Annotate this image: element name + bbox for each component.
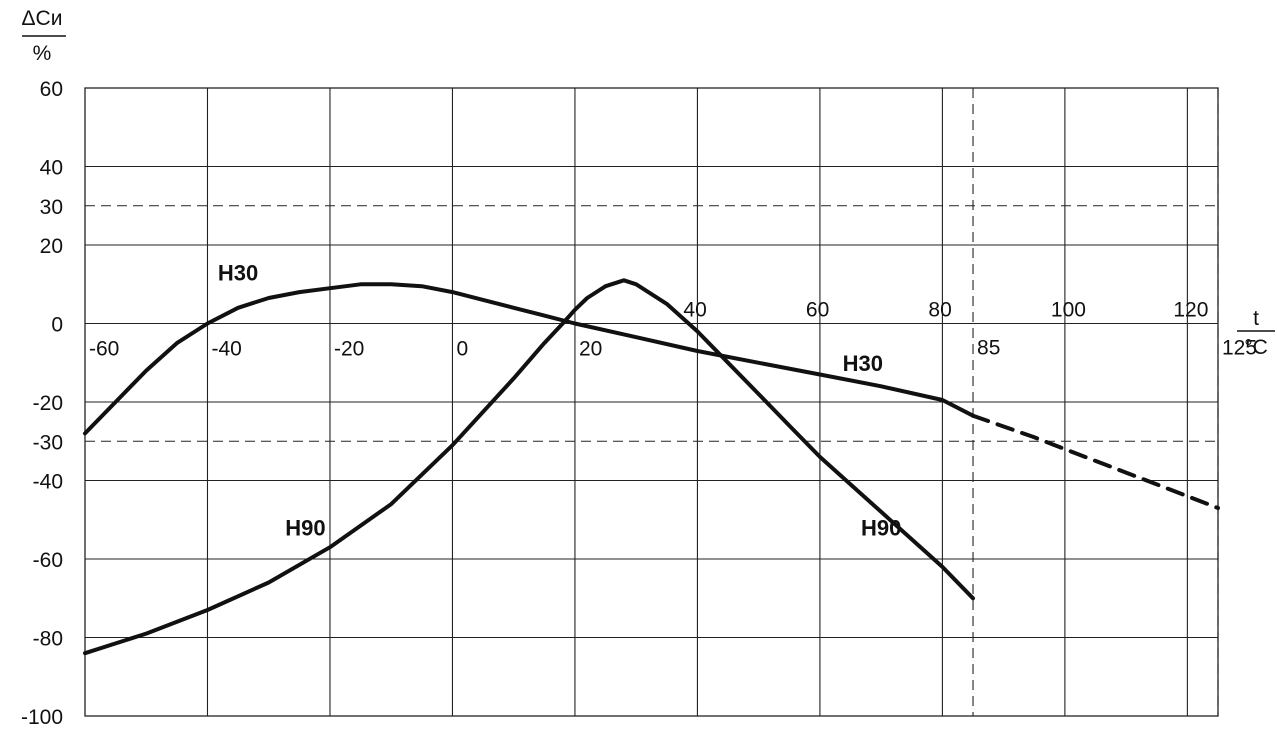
grid xyxy=(84,87,1219,717)
x-tick-label: 20 xyxy=(579,338,602,361)
y-tick-label: -100 xyxy=(21,706,63,729)
series-line-h30-dashed xyxy=(971,413,1220,510)
x-tick-label: 125 xyxy=(1222,337,1257,360)
x-tick-label: 85 xyxy=(977,337,1000,360)
x-tick-label: 0 xyxy=(456,338,468,361)
x-tick-label: 60 xyxy=(806,299,829,322)
y-tick-label: 0 xyxy=(51,314,63,337)
x-tick-label: 120 xyxy=(1173,299,1208,322)
curves xyxy=(83,278,1220,656)
tick-labels: 60 40 30 20 0 -20 -30 -40 -60 -80 -100 -60 -40 -20 0 20… xyxy=(21,78,1257,729)
y-tick-label: 60 xyxy=(40,78,63,101)
y-tick-label: 40 xyxy=(40,157,63,180)
y-axis-title-bottom: % xyxy=(33,42,52,65)
series-line-h90 xyxy=(83,278,975,656)
x-tick-label: 100 xyxy=(1051,299,1086,322)
x-tick-label: 80 xyxy=(928,299,951,322)
x-tick-label: -60 xyxy=(89,338,119,361)
x-tick-label: 40 xyxy=(683,299,706,322)
y-tick-label: -20 xyxy=(33,392,63,415)
x-tick-label: -20 xyxy=(334,338,364,361)
y-axis-title-top: ΔCи xyxy=(22,7,63,30)
series-label-h30: H30 xyxy=(843,351,883,376)
x-axis-title-top: t xyxy=(1253,307,1259,330)
x-axis-title-bottom: °C xyxy=(1244,336,1268,359)
y-tick-label: -60 xyxy=(33,549,63,572)
y-tick-label: -40 xyxy=(33,471,63,494)
y-tick-label: -80 xyxy=(33,628,63,651)
series-label-h90: H90 xyxy=(861,516,901,541)
series-label-h30: H30 xyxy=(218,260,258,285)
y-tick-label: 20 xyxy=(40,235,63,258)
series-line-h30 xyxy=(83,282,975,436)
series-label-h90: H90 xyxy=(285,516,325,541)
x-tick-label: -40 xyxy=(211,338,241,361)
y-tick-label: -30 xyxy=(33,431,63,454)
y-tick-label: 30 xyxy=(40,196,63,219)
